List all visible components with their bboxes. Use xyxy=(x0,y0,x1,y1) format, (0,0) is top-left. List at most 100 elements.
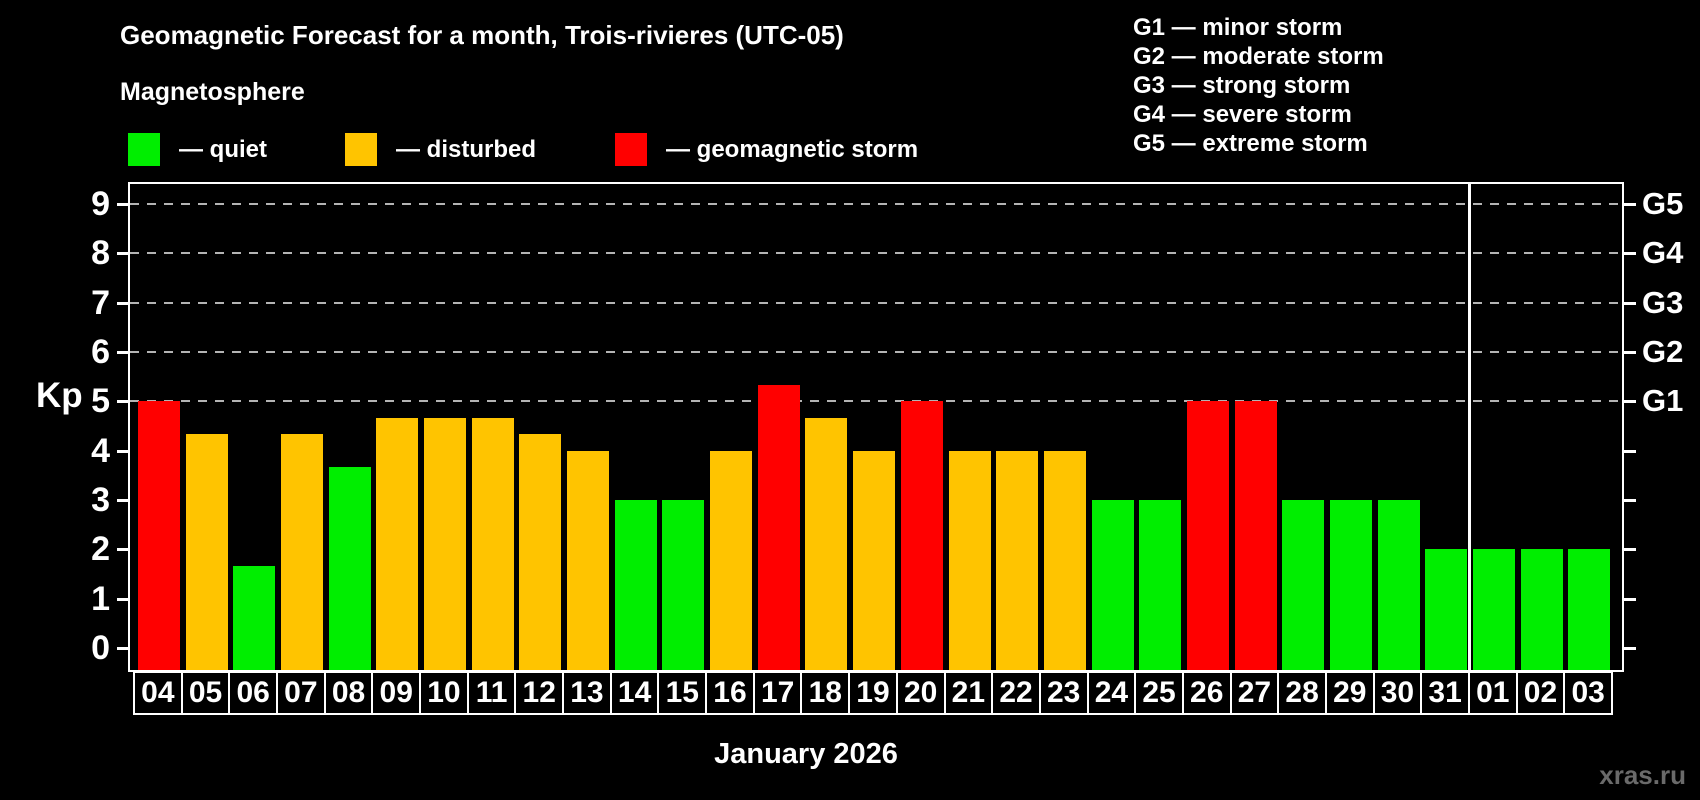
y-tick-mark-right-0 xyxy=(1624,647,1636,651)
y-tick-label-0: 0 xyxy=(91,629,110,668)
y-tick-mark-right-1 xyxy=(1624,597,1636,601)
x-axis-day-box-19: 19 xyxy=(848,671,898,715)
storm-color-swatch xyxy=(615,133,647,166)
bar-day-05 xyxy=(185,434,228,670)
x-axis-day-box-08: 08 xyxy=(323,671,374,715)
bar-day-04 xyxy=(138,401,180,670)
x-axis-day-row: 04 05 06 07 08 09 10 11 12 13 14 15 16 17 18 19 20 21 22 23… xyxy=(130,671,1640,717)
g-legend-line-g1: G1 — minor storm xyxy=(1133,14,1343,41)
disturbed-color-swatch xyxy=(345,133,377,166)
y-tick-label-4: 4 xyxy=(91,431,110,470)
y-tick-label-8: 8 xyxy=(91,234,110,273)
x-axis-day-box-11: 11 xyxy=(466,671,517,715)
bar-day-02 xyxy=(1520,549,1563,670)
bar-day-27 xyxy=(1234,401,1277,670)
bar-day-06 xyxy=(233,565,276,670)
bar-day-18 xyxy=(805,417,848,670)
bar-day-17 xyxy=(757,385,800,670)
bar-day-29 xyxy=(1329,500,1372,670)
x-axis-day-box-21: 21 xyxy=(943,671,994,715)
x-axis-day-box-13: 13 xyxy=(562,671,612,715)
x-axis-day-box-06: 06 xyxy=(228,671,279,715)
g-legend-line-g5: G5 — extreme storm xyxy=(1133,130,1368,157)
x-axis-day-box-29: 29 xyxy=(1324,671,1375,715)
y-tick-mark-left-0 xyxy=(117,647,129,651)
bar-day-28 xyxy=(1282,500,1325,670)
y-tick-label-5: 5 xyxy=(91,382,110,421)
x-axis-day-box-10: 10 xyxy=(419,671,469,715)
bar-day-31 xyxy=(1425,549,1468,670)
right-scale-label-g3: G3 xyxy=(1642,284,1684,320)
x-axis-day-box-18: 18 xyxy=(800,671,851,715)
y-tick-mark-left-9 xyxy=(117,202,129,206)
bar-day-19 xyxy=(853,450,896,670)
right-scale-label-g1: G1 xyxy=(1642,383,1684,419)
gridline-kp-9 xyxy=(130,202,1622,205)
bar-day-15 xyxy=(662,500,705,670)
bar-day-08 xyxy=(328,467,371,670)
x-axis-day-box-20: 20 xyxy=(895,671,946,715)
right-scale-label-g2: G2 xyxy=(1642,333,1684,369)
y-tick-mark-right-5 xyxy=(1624,400,1636,404)
watermark: xras.ru xyxy=(1599,760,1686,790)
y-tick-mark-right-3 xyxy=(1624,499,1636,503)
legend-item-quiet: — quiet xyxy=(128,133,267,166)
g-scale-legend: G1 — minor storm G2 — moderate storm G3 … xyxy=(1133,13,1384,158)
gridline-kp-7 xyxy=(130,301,1622,304)
x-axis-day-box-01: 01 xyxy=(1467,671,1518,715)
y-tick-mark-right-9 xyxy=(1624,202,1636,206)
x-axis-title: January 2026 xyxy=(714,738,898,770)
x-axis-day-box-07: 07 xyxy=(276,671,326,715)
legend-label-disturbed: — disturbed xyxy=(396,135,537,163)
legend-label-quiet: — quiet xyxy=(179,135,267,163)
gridline-kp-6 xyxy=(130,350,1622,353)
x-axis-day-box-27: 27 xyxy=(1229,671,1280,715)
bar-day-16 xyxy=(710,450,753,670)
g-legend-line-g4: G4 — severe storm xyxy=(1133,101,1352,128)
y-tick-mark-left-8 xyxy=(117,252,129,256)
y-tick-label-2: 2 xyxy=(91,530,110,569)
page-title: Geomagnetic Forecast for a month, Trois-… xyxy=(120,20,844,50)
y-tick-mark-left-5 xyxy=(117,400,129,404)
y-tick-label-3: 3 xyxy=(91,481,110,520)
y-tick-mark-right-2 xyxy=(1624,548,1636,552)
bar-day-24 xyxy=(1091,500,1134,670)
x-axis-day-box-09: 09 xyxy=(371,671,422,715)
bar-day-01 xyxy=(1472,549,1515,670)
x-axis-day-box-02: 02 xyxy=(1515,671,1566,715)
x-axis-day-box-30: 30 xyxy=(1372,671,1423,715)
bar-day-12 xyxy=(519,434,562,670)
bar-day-20 xyxy=(900,401,943,670)
bar-day-10 xyxy=(424,417,467,670)
y-tick-mark-left-2 xyxy=(117,548,129,552)
y-tick-mark-right-6 xyxy=(1624,350,1636,354)
bar-day-30 xyxy=(1377,500,1420,670)
legend-label-storm: — geomagnetic storm xyxy=(666,135,919,163)
bar-day-22 xyxy=(996,450,1039,670)
g-legend-line-g3: G3 — strong storm xyxy=(1133,72,1351,99)
x-axis-day-box-05: 05 xyxy=(180,671,231,715)
y-tick-mark-left-3 xyxy=(117,499,129,503)
y-tick-mark-right-4 xyxy=(1624,449,1636,453)
month-separator-line xyxy=(1467,184,1471,670)
x-axis-day-box-26: 26 xyxy=(1181,671,1232,715)
x-axis-day-box-04: 04 xyxy=(133,671,183,715)
bar-day-07 xyxy=(281,434,324,670)
y-tick-label-9: 9 xyxy=(91,184,110,223)
bar-day-03 xyxy=(1568,549,1611,670)
x-axis-day-box-22: 22 xyxy=(991,671,1041,715)
y-axis-title: Kp xyxy=(36,376,83,415)
bar-day-11 xyxy=(471,417,514,670)
gridline-kp-5 xyxy=(130,400,1622,403)
x-axis-day-box-12: 12 xyxy=(514,671,565,715)
bar-day-13 xyxy=(567,450,610,670)
x-axis-day-box-03: 03 xyxy=(1563,671,1613,715)
plot-area xyxy=(128,182,1624,672)
right-scale-label-g4: G4 xyxy=(1642,235,1684,271)
y-tick-label-7: 7 xyxy=(91,283,110,322)
y-tick-mark-left-7 xyxy=(117,301,129,305)
x-axis-day-box-15: 15 xyxy=(657,671,708,715)
y-tick-label-1: 1 xyxy=(91,579,110,618)
x-axis-day-box-16: 16 xyxy=(705,671,755,715)
